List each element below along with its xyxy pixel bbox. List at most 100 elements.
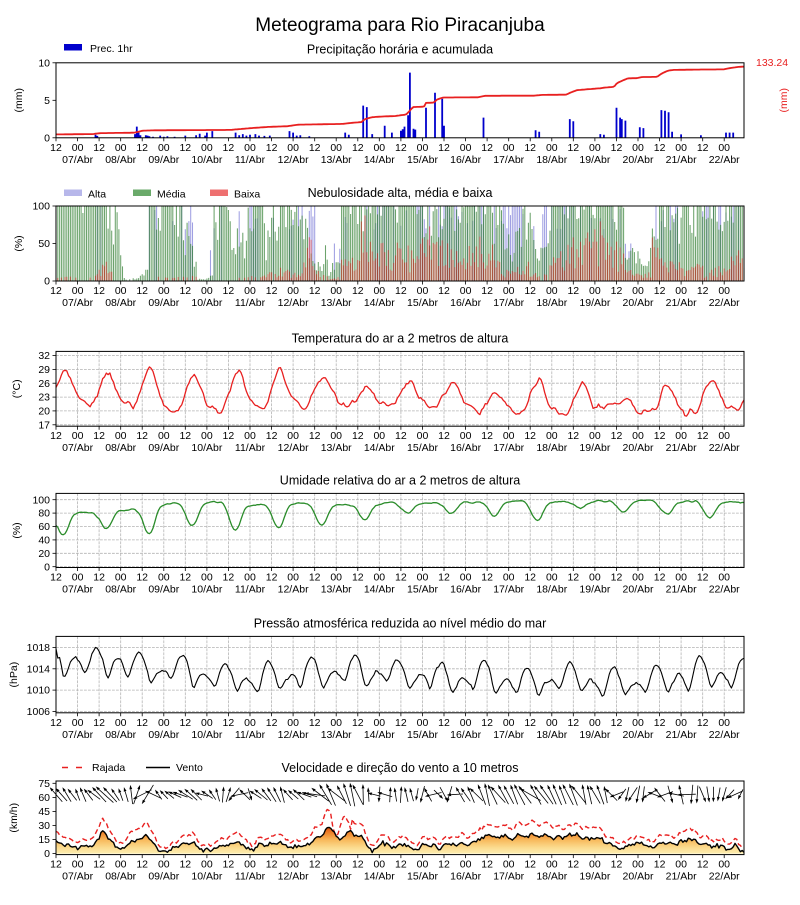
svg-text:1018: 1018 [27, 642, 51, 654]
svg-text:20/Abr: 20/Abr [623, 729, 654, 741]
svg-text:08/Abr: 08/Abr [105, 442, 136, 454]
svg-text:12: 12 [50, 285, 62, 297]
svg-text:12: 12 [654, 859, 666, 871]
svg-text:12: 12 [395, 572, 407, 584]
svg-text:14/Abr: 14/Abr [364, 729, 395, 741]
svg-text:12/Abr: 12/Abr [278, 442, 309, 454]
svg-text:12: 12 [136, 142, 148, 154]
svg-text:12: 12 [567, 572, 579, 584]
svg-text:Baixa: Baixa [234, 189, 260, 201]
svg-text:10/Abr: 10/Abr [191, 584, 222, 596]
svg-text:12: 12 [611, 142, 623, 154]
svg-text:00: 00 [201, 859, 213, 871]
svg-text:12: 12 [352, 717, 364, 729]
svg-text:00: 00 [460, 430, 472, 442]
svg-text:00: 00 [72, 859, 84, 871]
svg-text:00: 00 [330, 572, 342, 584]
svg-text:12: 12 [309, 430, 321, 442]
svg-text:22/Abr: 22/Abr [709, 442, 740, 454]
svg-text:12: 12 [611, 572, 623, 584]
svg-text:12: 12 [567, 430, 579, 442]
svg-text:00: 00 [417, 285, 429, 297]
svg-text:12: 12 [697, 285, 709, 297]
svg-text:12: 12 [50, 142, 62, 154]
svg-text:00: 00 [632, 430, 644, 442]
svg-text:12: 12 [352, 430, 364, 442]
svg-text:26: 26 [38, 378, 50, 390]
svg-text:00: 00 [632, 859, 644, 871]
svg-text:Média: Média [157, 189, 186, 201]
svg-text:(mm): (mm) [778, 88, 790, 113]
svg-text:09/Abr: 09/Abr [148, 442, 179, 454]
svg-text:12: 12 [697, 572, 709, 584]
svg-text:00: 00 [589, 285, 601, 297]
svg-text:60: 60 [38, 792, 50, 804]
svg-text:19/Abr: 19/Abr [579, 154, 610, 166]
svg-text:11/Abr: 11/Abr [235, 871, 266, 883]
svg-text:12/Abr: 12/Abr [278, 584, 309, 596]
svg-text:21/Abr: 21/Abr [666, 729, 697, 741]
svg-text:75: 75 [38, 778, 50, 790]
svg-text:12: 12 [654, 717, 666, 729]
svg-text:00: 00 [546, 285, 558, 297]
svg-text:00: 00 [460, 717, 472, 729]
svg-text:Prec. 1hr: Prec. 1hr [90, 43, 133, 55]
svg-text:17/Abr: 17/Abr [493, 442, 524, 454]
svg-text:12: 12 [697, 142, 709, 154]
svg-text:00: 00 [675, 142, 687, 154]
svg-text:12: 12 [567, 717, 579, 729]
svg-text:12: 12 [611, 285, 623, 297]
svg-text:16/Abr: 16/Abr [450, 154, 481, 166]
svg-text:12: 12 [266, 859, 278, 871]
svg-text:60: 60 [38, 521, 50, 533]
svg-text:12: 12 [481, 859, 493, 871]
svg-text:12: 12 [481, 285, 493, 297]
svg-text:20: 20 [38, 548, 50, 560]
svg-text:00: 00 [632, 142, 644, 154]
svg-text:19/Abr: 19/Abr [579, 297, 610, 309]
svg-text:12: 12 [524, 859, 536, 871]
svg-text:12/Abr: 12/Abr [278, 154, 309, 166]
svg-text:00: 00 [115, 859, 127, 871]
svg-text:12: 12 [481, 717, 493, 729]
svg-text:22/Abr: 22/Abr [709, 584, 740, 596]
svg-text:1014: 1014 [27, 663, 51, 675]
svg-text:12: 12 [654, 142, 666, 154]
svg-text:11/Abr: 11/Abr [235, 442, 266, 454]
svg-text:00: 00 [330, 717, 342, 729]
svg-text:15/Abr: 15/Abr [407, 297, 438, 309]
svg-text:12: 12 [309, 142, 321, 154]
svg-text:00: 00 [158, 572, 170, 584]
svg-text:12: 12 [50, 859, 62, 871]
svg-text:16/Abr: 16/Abr [450, 871, 481, 883]
svg-text:20/Abr: 20/Abr [623, 297, 654, 309]
svg-text:00: 00 [718, 430, 730, 442]
svg-text:08/Abr: 08/Abr [105, 729, 136, 741]
svg-text:00: 00 [589, 430, 601, 442]
svg-text:00: 00 [330, 430, 342, 442]
svg-text:10/Abr: 10/Abr [191, 297, 222, 309]
svg-text:12: 12 [179, 142, 191, 154]
svg-text:18/Abr: 18/Abr [536, 154, 567, 166]
svg-text:5: 5 [44, 95, 50, 107]
svg-text:07/Abr: 07/Abr [62, 442, 93, 454]
svg-text:14/Abr: 14/Abr [364, 442, 395, 454]
svg-text:32: 32 [38, 350, 50, 362]
svg-text:12: 12 [266, 285, 278, 297]
svg-text:00: 00 [287, 142, 299, 154]
svg-text:00: 00 [503, 142, 515, 154]
svg-text:22/Abr: 22/Abr [709, 154, 740, 166]
svg-text:14/Abr: 14/Abr [364, 154, 395, 166]
svg-text:00: 00 [589, 859, 601, 871]
svg-text:00: 00 [503, 859, 515, 871]
svg-text:12: 12 [697, 430, 709, 442]
svg-text:17/Abr: 17/Abr [493, 584, 524, 596]
svg-text:Meteograma para Rio Piracanjub: Meteograma para Rio Piracanjuba [255, 15, 545, 36]
svg-text:12: 12 [223, 142, 235, 154]
svg-text:12/Abr: 12/Abr [278, 729, 309, 741]
svg-text:12: 12 [266, 717, 278, 729]
svg-text:00: 00 [244, 717, 256, 729]
svg-text:12: 12 [611, 717, 623, 729]
svg-text:12: 12 [524, 285, 536, 297]
svg-text:09/Abr: 09/Abr [148, 729, 179, 741]
